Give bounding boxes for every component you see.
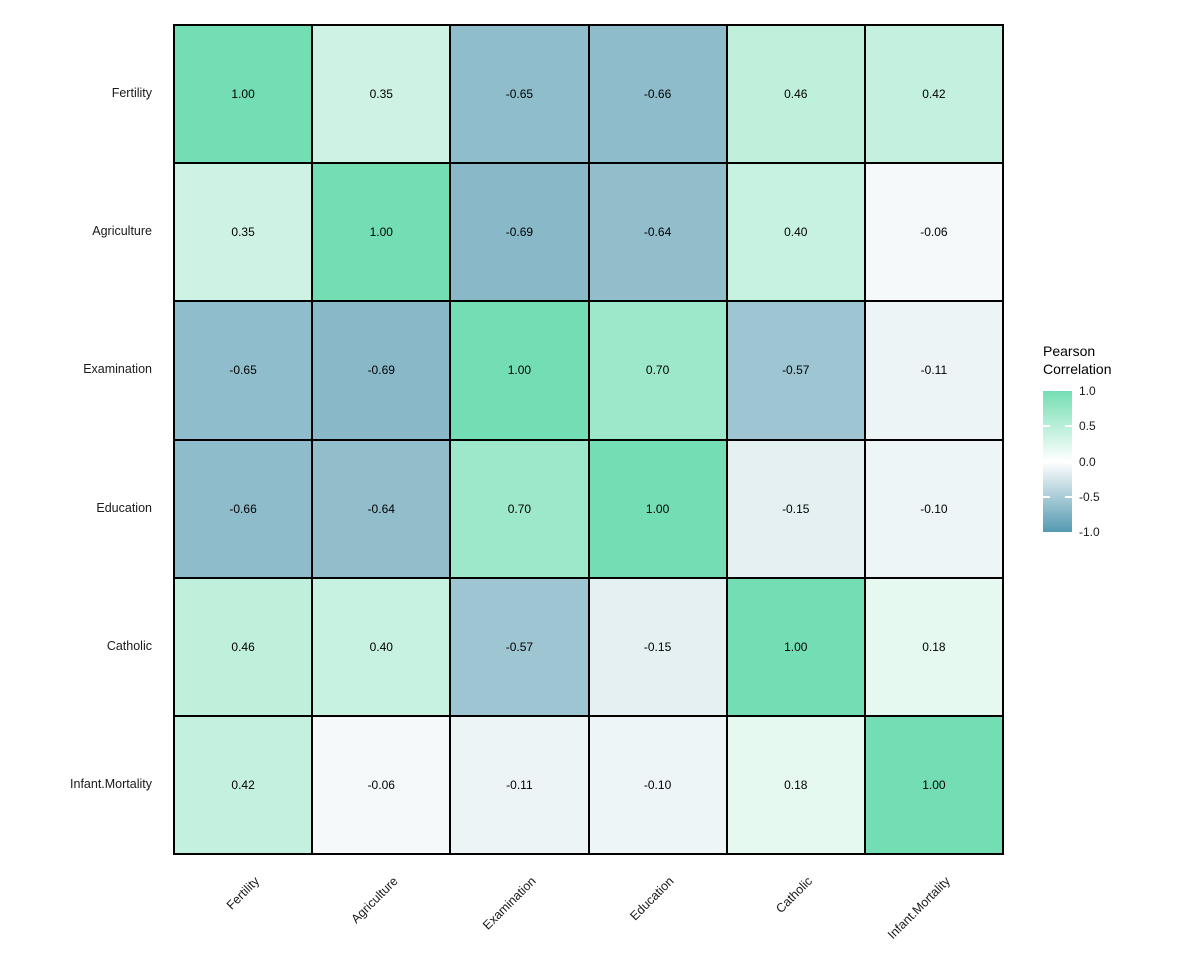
- heatmap-cell-Infant.Mortality-Catholic: 0.18: [726, 715, 865, 854]
- y-axis-label-Fertility: Fertility: [111, 86, 152, 101]
- y-axis-label-Infant.Mortality: Infant.Mortality: [70, 776, 152, 791]
- heatmap-cell-Education-Catholic: -0.15: [726, 439, 865, 578]
- heatmap-cell-Examination-Education: 0.70: [588, 301, 727, 440]
- heatmap-cell-Examination-Agriculture: -0.69: [312, 301, 451, 440]
- heatmap-cell-Catholic-Catholic: 1.00: [726, 577, 865, 716]
- y-axis-label-Examination: Examination: [83, 362, 152, 377]
- legend-tick-mark: [1065, 460, 1072, 463]
- legend-tick-mark: [1065, 425, 1072, 428]
- heatmap-cell-Education-Fertility: -0.66: [174, 439, 313, 578]
- heatmap-cell-Infant.Mortality-Infant.Mortality: 1.00: [864, 715, 1003, 854]
- heatmap-cell-Catholic-Fertility: 0.46: [174, 577, 313, 716]
- heatmap-cell-Education-Agriculture: -0.64: [312, 439, 451, 578]
- heatmap-cell-Catholic-Agriculture: 0.40: [312, 577, 451, 716]
- legend-tick-label-0.0: 0.0: [1079, 454, 1096, 469]
- x-axis-label-Catholic: Catholic: [772, 874, 815, 916]
- y-axis-label-Catholic: Catholic: [106, 638, 152, 653]
- heatmap-cell-Catholic-Examination: -0.57: [450, 577, 589, 716]
- x-axis-label-Infant.Mortality: Infant.Mortality: [884, 874, 953, 942]
- heatmap-cell-Fertility-Agriculture: 0.35: [312, 25, 451, 164]
- x-axis-label-Examination: Examination: [479, 874, 539, 933]
- heatmap-grid: 1.00 0.35 -0.65 -0.66 0.46 0.42 0.35 1.00 -0.69-…: [173, 24, 1004, 855]
- legend-tick-label-0.5: 0.5: [1079, 419, 1096, 434]
- heatmap-cell-Examination-Catholic: -0.57: [726, 301, 865, 440]
- heatmap-cell-Agriculture-Education: -0.64: [588, 163, 727, 302]
- legend-tick-mark: [1043, 425, 1050, 428]
- heatmap-cell-Examination-Examination: 1.00: [450, 301, 589, 440]
- heatmap-cell-Agriculture-Examination: -0.69: [450, 163, 589, 302]
- legend-tick-label--0.5: -0.5: [1079, 489, 1100, 504]
- heatmap-cell-Education-Infant.Mortality: -0.10: [864, 439, 1003, 578]
- legend-title: Pearson Correlation: [1043, 343, 1112, 377]
- heatmap-cell-Infant.Mortality-Fertility: 0.42: [174, 715, 313, 854]
- heatmap-cell-Catholic-Infant.Mortality: 0.18: [864, 577, 1003, 716]
- y-axis-label-Agriculture: Agriculture: [92, 224, 152, 239]
- legend-tick-mark: [1043, 495, 1050, 498]
- heatmap-cell-Fertility-Examination: -0.65: [450, 25, 589, 164]
- heatmap-cell-Fertility-Infant.Mortality: 0.42: [864, 25, 1003, 164]
- legend-tick-label--1.0: -1.0: [1079, 525, 1100, 539]
- heatmap-cell-Infant.Mortality-Agriculture: -0.06: [312, 715, 451, 854]
- x-axis-label-Fertility: Fertility: [223, 874, 262, 913]
- heatmap-cell-Fertility-Catholic: 0.46: [726, 25, 865, 164]
- heatmap-cell-Catholic-Education: -0.15: [588, 577, 727, 716]
- heatmap-cell-Infant.Mortality-Examination: -0.11: [450, 715, 589, 854]
- heatmap-cell-Agriculture-Fertility: 0.35: [174, 163, 313, 302]
- heatmap-cell-Infant.Mortality-Education: -0.10: [588, 715, 727, 854]
- legend-tick-label-1.0: 1.0: [1079, 384, 1096, 398]
- heatmap-cell-Agriculture-Infant.Mortality: -0.06: [864, 163, 1003, 302]
- heatmap-cell-Examination-Infant.Mortality: -0.11: [864, 301, 1003, 440]
- legend-tick-mark: [1065, 495, 1072, 498]
- heatmap-cell-Examination-Fertility: -0.65: [174, 301, 313, 440]
- heatmap-cell-Education-Examination: 0.70: [450, 439, 589, 578]
- heatmap-cell-Fertility-Education: -0.66: [588, 25, 727, 164]
- x-axis-label-Education: Education: [627, 874, 677, 924]
- x-axis-label-Agriculture: Agriculture: [348, 874, 401, 927]
- y-axis-label-Education: Education: [96, 500, 152, 515]
- heatmap-cell-Agriculture-Agriculture: 1.00: [312, 163, 451, 302]
- heatmap-cell-Education-Education: 1.00: [588, 439, 727, 578]
- legend-tick-mark: [1043, 460, 1050, 463]
- heatmap-cell-Agriculture-Catholic: 0.40: [726, 163, 865, 302]
- heatmap-cell-Fertility-Fertility: 1.00: [174, 25, 313, 164]
